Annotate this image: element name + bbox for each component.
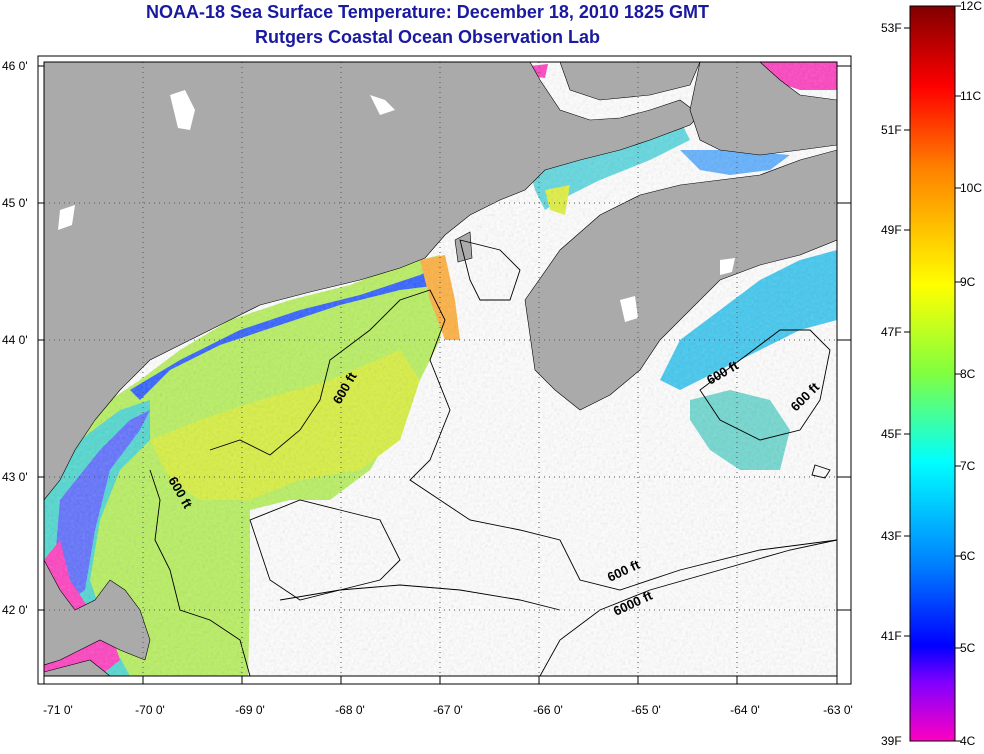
lon-tick-label: -64 0' <box>730 703 760 717</box>
colorbar-f-label: 39F <box>881 734 902 748</box>
colorbar-f-label: 45F <box>881 427 902 441</box>
lat-tick-label: 46 0' <box>2 59 28 73</box>
lon-tick-label: -70 0' <box>135 703 165 717</box>
lat-tick-label: 42 0' <box>2 603 28 617</box>
lon-tick-label: -63 0' <box>823 703 853 717</box>
lon-tick-label: -69 0' <box>235 703 265 717</box>
colorbar-f-label: 49F <box>881 223 902 237</box>
colorbar-gradient <box>909 5 956 742</box>
lat-tick-label: 43 0' <box>2 470 28 484</box>
colorbar-c-label: 7C <box>960 459 976 473</box>
colorbar-c-label: 5C <box>960 641 976 655</box>
lon-tick-label: -68 0' <box>335 703 365 717</box>
colorbar-f-label: 53F <box>881 21 902 35</box>
land <box>44 62 837 676</box>
colorbar-f-label: 43F <box>881 529 902 543</box>
graticule <box>44 62 837 676</box>
lon-tick-label: -66 0' <box>533 703 563 717</box>
map-title: NOAA-18 Sea Surface Temperature: Decembe… <box>146 2 709 22</box>
lakes <box>58 90 735 322</box>
colorbar-f-label: 47F <box>881 325 902 339</box>
colorbar-c-label: 6C <box>960 549 976 563</box>
colorbar-c-label: 12C <box>960 0 982 13</box>
depth-contours <box>149 239 837 676</box>
colorbar-c-label: 9C <box>960 275 976 289</box>
axis-frame <box>37 55 852 685</box>
lon-tick-label: -65 0' <box>631 703 661 717</box>
colorbar: 53F 51F 49F 47F 45F 43F 41F 39F 12C 11C … <box>881 0 982 748</box>
colorbar-f-label: 51F <box>881 123 902 137</box>
colorbar-c-label: 11C <box>960 89 981 103</box>
lat-tick-label: 45 0' <box>2 196 28 210</box>
longitude-labels: -71 0' -70 0' -69 0' -68 0' -67 0' -66 0… <box>43 703 853 717</box>
map-subtitle: Rutgers Coastal Ocean Observation Lab <box>254 27 601 47</box>
lat-tick-label: 44 0' <box>2 333 28 347</box>
axis-ticks <box>38 65 851 684</box>
colorbar-c-label: 8C <box>960 367 976 381</box>
lon-tick-label: -71 0' <box>43 703 73 717</box>
colorbar-c-label: 10C <box>960 181 982 195</box>
colorbar-c-label: 4C <box>960 734 976 748</box>
colorbar-f-label: 41F <box>881 629 902 643</box>
latitude-labels: 46 0' 45 0' 44 0' 43 0' 42 0' <box>2 59 28 617</box>
lon-tick-label: -67 0' <box>433 703 463 717</box>
